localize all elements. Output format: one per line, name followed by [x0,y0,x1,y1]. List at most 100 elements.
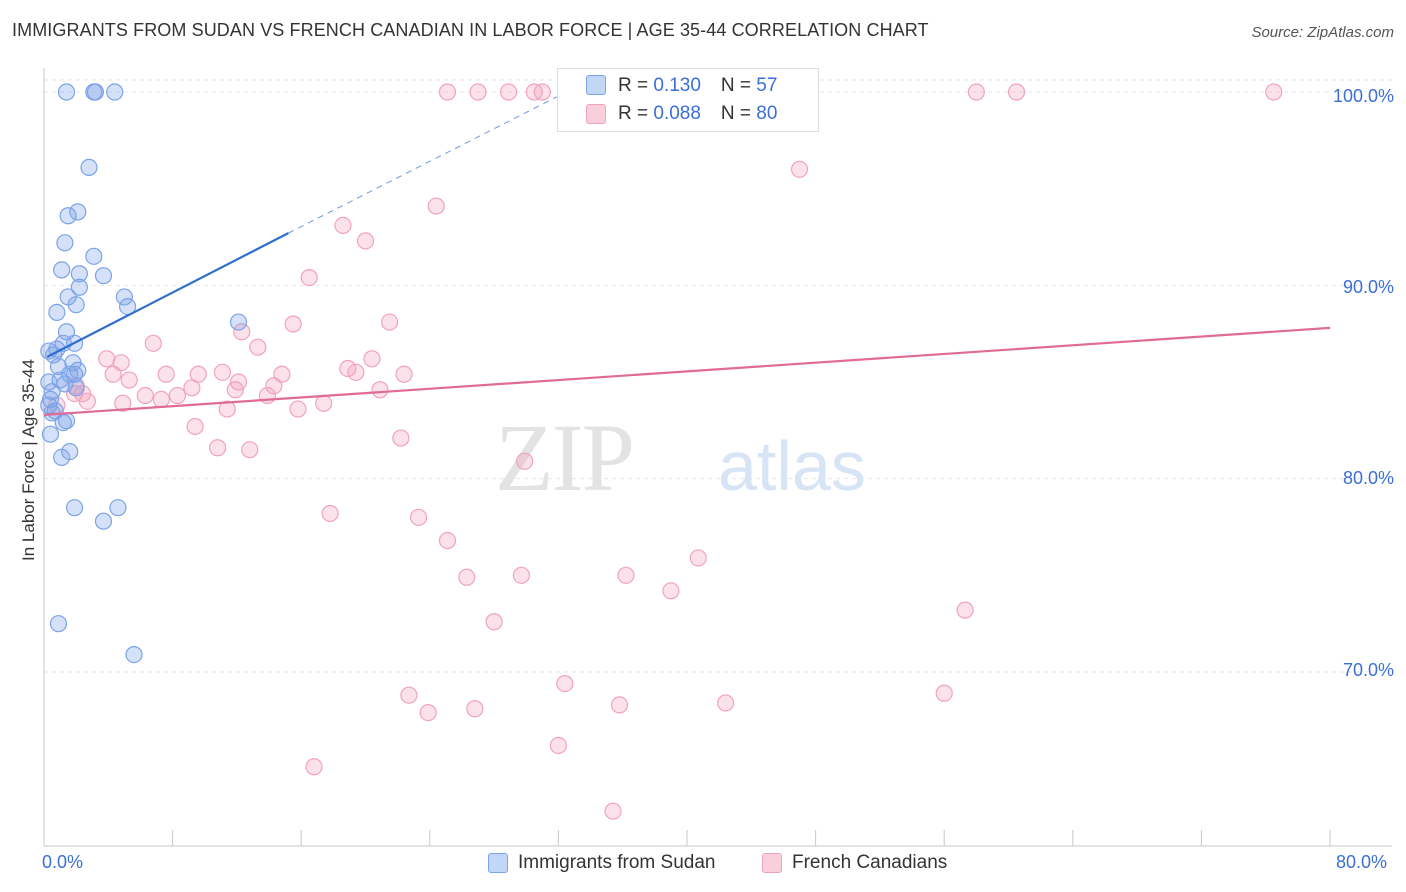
point-french-canadians [249,338,267,356]
y-axis-label: In Labor Force | Age 35-44 [19,359,38,561]
point-french-canadians [438,531,457,550]
point-immigrants-from-sudan [57,83,76,101]
y-tick-label: 90.0% [1342,277,1394,297]
watermark-atlas: atlas [718,427,866,505]
point-french-canadians [956,601,974,619]
r-value: 0.130 [653,75,701,96]
grid-lines [44,79,1392,673]
r-value: 0.088 [653,103,701,124]
point-immigrants-from-sudan [54,414,72,432]
point-immigrants-from-sudan [94,267,113,285]
point-french-canadians [967,83,985,101]
point-immigrants-from-sudan [65,499,84,517]
point-french-canadians [427,197,445,215]
point-immigrants-from-sudan [56,234,74,252]
legend-item-french: French Canadians [762,852,947,874]
n-value: 57 [756,75,778,96]
point-french-canadians [168,386,187,405]
point-french-canadians [157,365,175,383]
point-french-canadians [209,439,227,457]
r-label: R = [618,103,654,124]
x-tick-label: 0.0% [42,852,84,872]
point-immigrants-from-sudan [67,379,85,397]
y-tick-label: 100.0% [1332,86,1394,106]
point-french-canadians [363,350,381,368]
point-french-canadians [144,334,162,352]
point-immigrants-from-sudan [70,265,88,283]
legend-swatch-french [762,853,782,873]
trend-line-sudan-extension [288,91,567,234]
trend-lines [43,91,1331,416]
point-french-canadians [689,549,707,567]
point-immigrants-from-sudan [59,207,77,225]
point-immigrants-from-sudan [86,83,105,101]
point-french-canadians [409,508,428,526]
point-french-canadians [466,700,484,718]
point-immigrants-from-sudan [53,261,71,279]
y-tick-label: 80.0% [1342,468,1394,488]
point-french-canadians [233,323,251,341]
point-french-canadians [226,381,244,399]
point-french-canadians [300,269,318,287]
point-immigrants-from-sudan [229,313,248,331]
n-value: 80 [756,103,778,124]
point-french-canadians [1007,83,1026,101]
point-french-canadians [617,566,635,584]
point-immigrants-from-sudan [41,425,60,443]
n-label: N = [720,75,757,96]
point-french-canadians [284,315,302,333]
trend-line-french [43,326,1331,416]
stats-legend: R = 0.130 N = 57 R = 0.088 N = 80 [557,68,819,132]
point-immigrants-from-sudan [109,499,127,517]
point-french-canadians [136,386,154,405]
legend-swatch-sudan [488,853,508,873]
point-french-canadians [400,686,418,704]
point-french-canadians [610,696,629,714]
point-french-canadians [104,365,122,383]
point-french-canadians [347,363,365,381]
point-immigrants-from-sudan [80,158,98,176]
chart-title: IMMIGRANTS FROM SUDAN VS FRENCH CANADIAN… [12,20,929,40]
point-french-canadians [218,400,236,418]
point-immigrants-from-sudan [106,83,124,101]
point-french-canadians [392,429,410,447]
point-french-canadians [265,377,283,395]
legend-swatch-sudan [586,75,606,95]
point-french-canadians [604,802,622,820]
x-tick-label: 80.0% [1336,852,1388,872]
point-french-canadians [305,758,323,776]
point-french-canadians [549,736,568,755]
point-french-canadians [289,400,307,418]
point-french-canadians [213,363,232,381]
point-immigrants-from-sudan [70,278,88,296]
legend-row-sudan: R = 0.130 N = 57 [618,73,777,99]
watermark: ZIP atlas [495,404,866,511]
point-french-canadians [339,359,357,378]
legend-row-french: R = 0.088 N = 80 [618,101,777,127]
y-tick-label: 70.0% [1342,660,1394,680]
point-french-canadians [790,160,809,178]
point-french-canadians [381,313,399,331]
point-french-canadians [395,365,413,383]
point-immigrants-from-sudan [115,288,133,306]
n-label: N = [720,103,757,124]
watermark-zip: ZIP [495,404,633,511]
point-french-canadians [112,354,130,372]
point-french-canadians [419,703,437,722]
axes [43,68,1392,847]
point-immigrants-from-sudan [56,375,74,393]
legend-label-french: French Canadians [792,852,948,873]
legend-swatch-french [586,104,606,124]
point-french-canadians [186,417,204,436]
point-immigrants-from-sudan [85,247,103,265]
point-french-canadians [334,216,352,234]
series-legend: Immigrants from Sudan French Canadians [0,848,1406,880]
trend-line-sudan [46,232,289,358]
point-french-canadians [78,392,97,410]
point-french-canadians [556,674,574,693]
r-label: R = [618,75,654,96]
point-immigrants-from-sudan [48,303,66,321]
point-french-canadians [371,381,389,399]
point-french-canadians [533,83,551,101]
